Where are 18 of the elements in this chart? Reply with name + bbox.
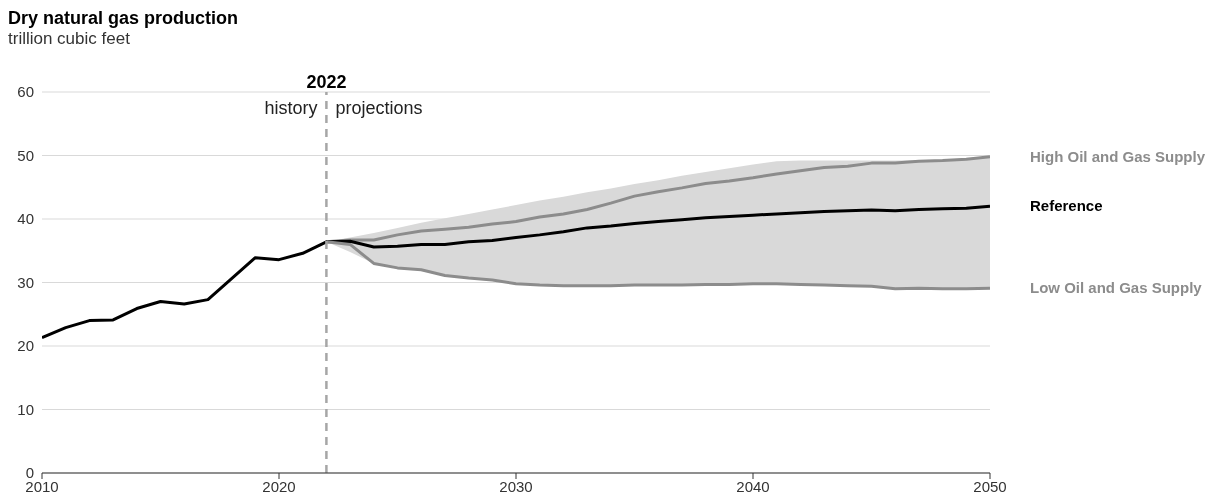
- y-tick-label: 50: [17, 146, 34, 164]
- text: Reference: [1030, 197, 1103, 215]
- x-tick-label: 2050: [973, 477, 1007, 495]
- chart-title: Dry natural gas production: [8, 8, 240, 28]
- text: High Oil and Gas Supply: [1030, 147, 1206, 165]
- y-tick-label: 10: [17, 400, 34, 418]
- y-tick-label: 20: [17, 337, 34, 355]
- y-tick-label: 60: [17, 83, 34, 101]
- text: Low Oil and Gas Supply: [1030, 279, 1203, 297]
- y-tick-label: 30: [17, 273, 34, 291]
- x-tick-label: 2020: [262, 477, 296, 495]
- annotation: projections: [335, 96, 423, 119]
- x-tick-label: 2030: [499, 477, 533, 495]
- ref-line-label: 2022: [306, 72, 347, 92]
- chart-subtitle: trillion cubic feet: [8, 28, 131, 50]
- y-tick-label: 40: [17, 210, 34, 228]
- annotation: history: [264, 96, 318, 119]
- x-tick-label: 2040: [736, 477, 770, 495]
